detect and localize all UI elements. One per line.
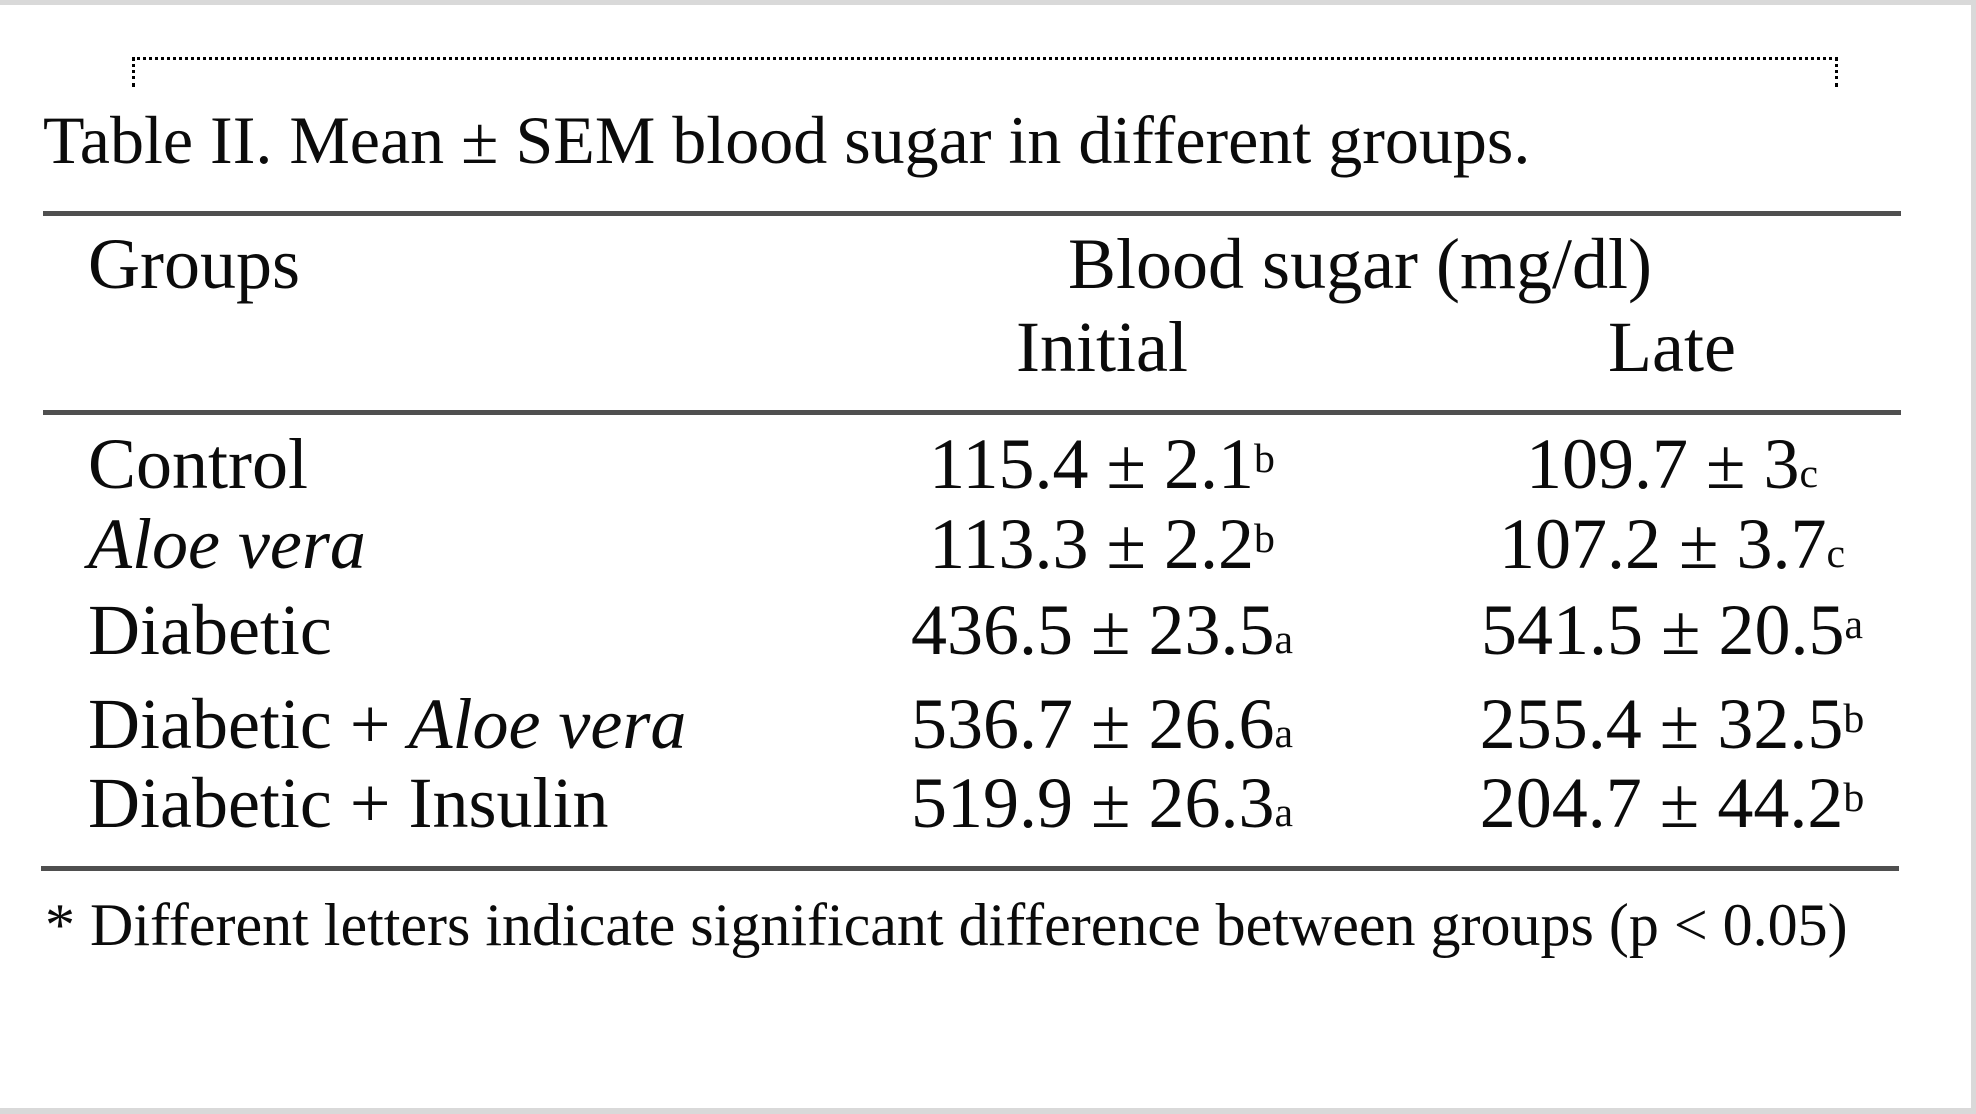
cell-initial: 536.7 ± 26.6a — [911, 688, 1293, 760]
row-label: Diabetic + Aloe vera — [88, 688, 686, 760]
sig-mark: a — [1274, 790, 1294, 837]
cell-initial: 519.9 ± 26.3a — [911, 767, 1293, 839]
cell-value: 115.4 ± 2.1 — [929, 424, 1254, 504]
cell-value: 255.4 ± 32.5 — [1479, 684, 1844, 764]
row-label: Diabetic — [88, 594, 332, 666]
page-border-bottom — [0, 1108, 1976, 1114]
cell-value: 436.5 ± 23.5 — [910, 590, 1275, 670]
page-border-right — [1971, 0, 1976, 1114]
cell-value: 541.5 ± 20.5 — [1480, 590, 1845, 670]
cell-value: 519.9 ± 26.3 — [910, 763, 1275, 843]
row-label-roman: Diabetic — [88, 590, 332, 670]
cell-late: 109.7 ± 3c — [1526, 428, 1818, 500]
table-rule-header — [43, 410, 1901, 415]
row-label-italic: Aloe vera — [88, 504, 366, 584]
sig-mark: b — [1253, 436, 1275, 483]
cell-late: 107.2 ± 3.7c — [1499, 508, 1845, 580]
row-label: Control — [88, 428, 308, 500]
sig-mark: b — [1253, 516, 1275, 563]
cell-late: 255.4 ± 32.5b — [1480, 688, 1864, 760]
row-label-roman: Diabetic + Insulin — [88, 763, 609, 843]
cell-value: 204.7 ± 44.2 — [1479, 763, 1844, 843]
cell-late: 204.7 ± 44.2b — [1480, 767, 1864, 839]
table-caption: Table II. Mean ± SEM blood sugar in diff… — [43, 102, 1531, 178]
row-label-roman: Diabetic + — [88, 684, 409, 764]
cell-value: 107.2 ± 3.7 — [1498, 504, 1827, 584]
sig-mark: b — [1843, 775, 1865, 822]
cell-value: 536.7 ± 26.6 — [910, 684, 1275, 764]
row-label-italic: Aloe vera — [408, 684, 687, 764]
column-header-late: Late — [1608, 307, 1736, 387]
sig-mark: b — [1843, 696, 1865, 743]
page-border-top — [0, 0, 1976, 5]
table-footnote: * Different letters indicate significant… — [45, 892, 1848, 958]
column-header-groups: Groups — [88, 224, 300, 304]
column-header-initial: Initial — [1016, 307, 1188, 387]
row-label: Aloe vera — [88, 508, 366, 580]
column-header-blood-sugar: Blood sugar (mg/dl) — [1068, 224, 1652, 304]
empty-text-frame — [132, 57, 1838, 87]
cell-initial: 436.5 ± 23.5a — [911, 594, 1293, 666]
sig-mark: c — [1799, 451, 1819, 498]
cell-value: 113.3 ± 2.2 — [929, 504, 1254, 584]
table-rule-top — [43, 211, 1901, 216]
table-rule-bottom — [41, 866, 1899, 871]
cell-late: 541.5 ± 20.5a — [1481, 594, 1863, 666]
sig-mark: a — [1844, 602, 1864, 649]
cell-initial: 113.3 ± 2.2b — [929, 508, 1275, 580]
row-label: Diabetic + Insulin — [88, 767, 609, 839]
cell-initial: 115.4 ± 2.1b — [929, 428, 1275, 500]
sig-mark: a — [1274, 617, 1294, 664]
row-label-roman: Control — [88, 424, 309, 504]
cell-value: 109.7 ± 3 — [1525, 424, 1800, 504]
sig-mark: c — [1826, 531, 1846, 578]
sig-mark: a — [1274, 711, 1294, 758]
